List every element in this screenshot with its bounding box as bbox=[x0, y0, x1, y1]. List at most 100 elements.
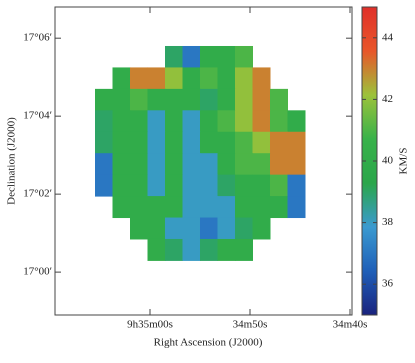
map-cell bbox=[182, 131, 201, 154]
colorbar-tick-label: 36 bbox=[382, 278, 394, 290]
colorbar-tick-label: 40 bbox=[382, 155, 394, 167]
map-cell bbox=[165, 110, 183, 133]
map-cell bbox=[287, 153, 306, 176]
map-cell bbox=[235, 174, 253, 197]
map-cell bbox=[200, 67, 218, 90]
map-cell bbox=[165, 88, 183, 111]
map-cell bbox=[130, 153, 148, 176]
map-cell bbox=[165, 67, 183, 90]
map-cell bbox=[200, 174, 218, 197]
map-cell bbox=[217, 45, 236, 68]
map-cell bbox=[217, 131, 236, 154]
map-cell bbox=[217, 88, 236, 111]
map-cell bbox=[112, 110, 131, 133]
map-cell bbox=[182, 67, 201, 90]
map-cell bbox=[287, 174, 306, 197]
map-cell bbox=[165, 217, 183, 240]
map-cell bbox=[270, 174, 288, 197]
map-cell bbox=[147, 238, 166, 261]
map-cell bbox=[217, 196, 236, 219]
map-cell bbox=[235, 67, 253, 90]
map-cell bbox=[217, 174, 236, 197]
map-cell bbox=[112, 131, 131, 154]
map-cell bbox=[95, 174, 113, 197]
colorbar-tick-label: 44 bbox=[382, 31, 394, 43]
colorbar-tick-label: 42 bbox=[382, 93, 393, 105]
map-cell bbox=[235, 131, 253, 154]
map-cell bbox=[147, 196, 166, 219]
map-cell bbox=[200, 110, 218, 133]
map-cell bbox=[147, 67, 166, 90]
map-cell bbox=[287, 131, 306, 154]
map-cell bbox=[165, 153, 183, 176]
map-cell bbox=[252, 153, 271, 176]
map-cell bbox=[200, 131, 218, 154]
y-axis-label: Declination (J2000) bbox=[6, 117, 18, 205]
map-cell bbox=[200, 88, 218, 111]
map-cell bbox=[270, 88, 288, 111]
map-cell bbox=[130, 67, 148, 90]
map-cell bbox=[270, 196, 288, 219]
map-cell bbox=[112, 67, 131, 90]
map-cell bbox=[165, 174, 183, 197]
map-cell bbox=[147, 174, 166, 197]
x-tick-label: 34m50s bbox=[233, 319, 268, 331]
map-cell bbox=[182, 110, 201, 133]
map-cell bbox=[147, 110, 166, 133]
map-cell bbox=[252, 88, 271, 111]
map-cell bbox=[112, 153, 131, 176]
map-cell bbox=[252, 110, 271, 133]
map-cell bbox=[95, 88, 113, 111]
map-cell bbox=[130, 174, 148, 197]
map-cell bbox=[252, 174, 271, 197]
map-cell bbox=[217, 67, 236, 90]
map-cell bbox=[235, 110, 253, 133]
map-cell bbox=[130, 131, 148, 154]
colorbar-label: KM/S bbox=[398, 148, 410, 175]
map-cell bbox=[235, 238, 253, 261]
map-cell bbox=[252, 217, 271, 240]
map-cell bbox=[112, 174, 131, 197]
map-cell bbox=[130, 110, 148, 133]
map-cell bbox=[182, 88, 201, 111]
map-cell bbox=[147, 88, 166, 111]
map-cell bbox=[217, 153, 236, 176]
map-cell bbox=[217, 110, 236, 133]
map-cell bbox=[130, 217, 148, 240]
map-cell bbox=[287, 110, 306, 133]
map-cell bbox=[200, 45, 218, 68]
y-tick-label: 17°06′ bbox=[23, 32, 52, 44]
map-cell bbox=[182, 217, 201, 240]
map-cell bbox=[182, 45, 201, 68]
map-cell bbox=[217, 217, 236, 240]
map-cell bbox=[235, 217, 253, 240]
colorbar-tick-label: 38 bbox=[382, 216, 394, 228]
map-cell bbox=[182, 174, 201, 197]
map-cell bbox=[200, 217, 218, 240]
map-cell bbox=[235, 196, 253, 219]
map-cell bbox=[95, 131, 113, 154]
x-tick-label: 9h35m00s bbox=[127, 319, 173, 331]
map-cell bbox=[165, 238, 183, 261]
map-cell bbox=[200, 153, 218, 176]
map-cell bbox=[182, 238, 201, 261]
map-cell bbox=[182, 196, 201, 219]
map-cell bbox=[287, 196, 306, 219]
plot-frame bbox=[54, 6, 353, 316]
map-cell bbox=[182, 153, 201, 176]
y-tick-label: 17°02′ bbox=[23, 188, 52, 200]
map-cell bbox=[252, 131, 271, 154]
map-cell bbox=[112, 196, 131, 219]
map-cell bbox=[235, 45, 253, 68]
y-tick-label: 17°00′ bbox=[23, 266, 52, 278]
y-tick-label: 17°04′ bbox=[23, 110, 52, 122]
map-cell bbox=[130, 196, 148, 219]
map-cell bbox=[200, 196, 218, 219]
map-cell bbox=[147, 153, 166, 176]
map-cell bbox=[165, 196, 183, 219]
map-cell bbox=[270, 131, 288, 154]
x-axis-label: Right Ascension (J2000) bbox=[154, 337, 263, 349]
map-cell bbox=[217, 238, 236, 261]
map-cell bbox=[95, 153, 113, 176]
